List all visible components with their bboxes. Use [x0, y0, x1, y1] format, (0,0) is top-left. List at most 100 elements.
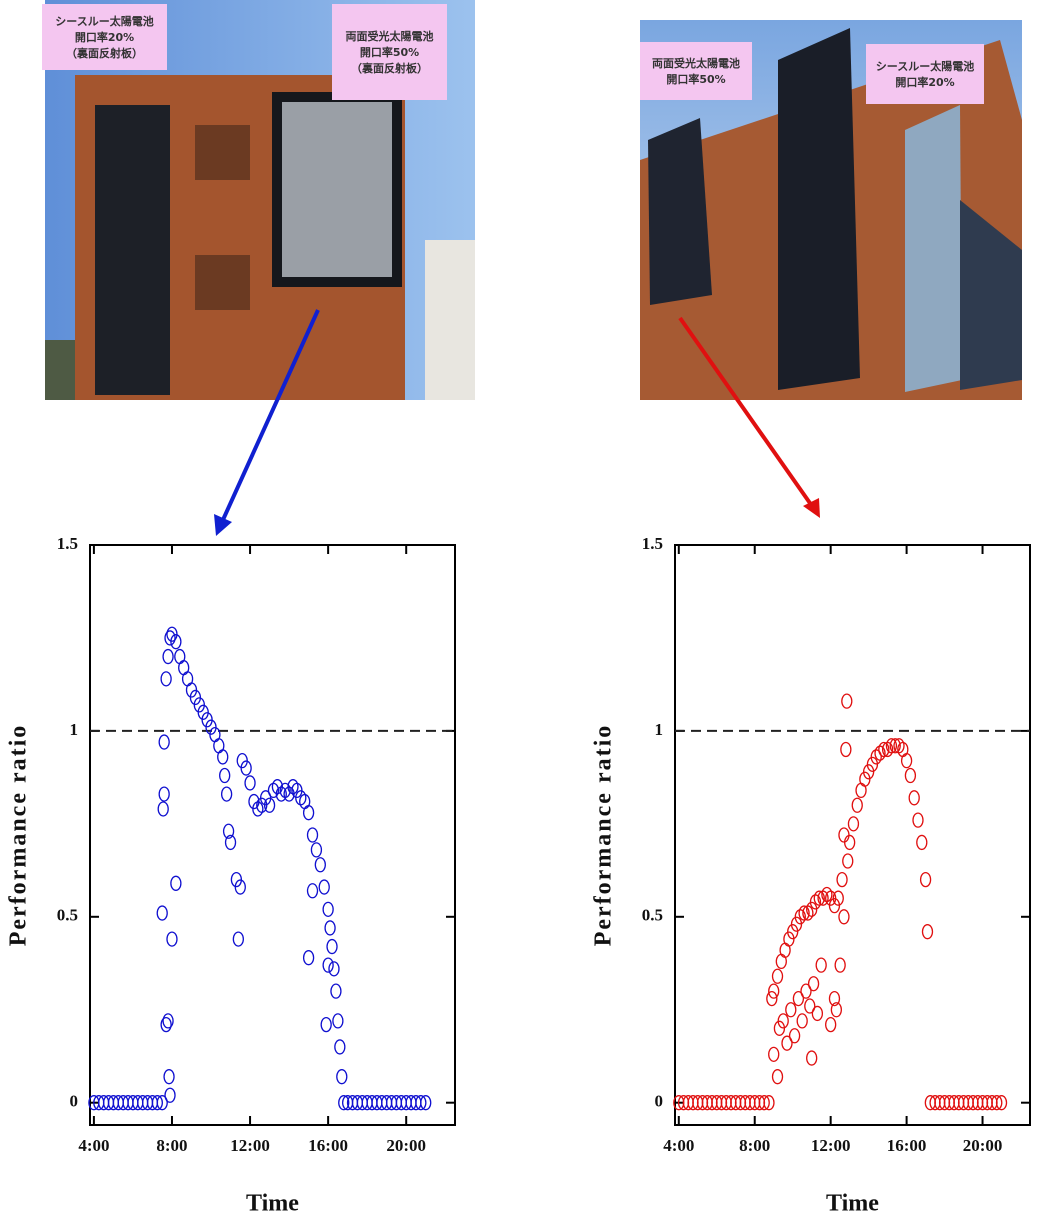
point: [785, 1002, 797, 1018]
point: [828, 990, 841, 1007]
y-tick-label: 0: [70, 1092, 79, 1111]
point: [322, 901, 334, 918]
y-axis-title: Performance ratio: [6, 724, 32, 947]
point: [318, 879, 330, 895]
point: [844, 834, 856, 851]
y-tick-label: 0.5: [642, 906, 663, 925]
point: [763, 1095, 775, 1111]
point: [306, 827, 319, 843]
point: [415, 1095, 427, 1111]
photo-label: 開口率20%: [75, 30, 134, 44]
point: [338, 1095, 350, 1111]
point: [164, 630, 176, 646]
point: [758, 1095, 770, 1111]
point: [328, 961, 340, 977]
point: [771, 968, 784, 984]
point: [912, 812, 924, 828]
photo-label: シースルー太陽電池: [876, 59, 974, 73]
point: [232, 931, 244, 947]
point: [158, 786, 170, 802]
point: [334, 1039, 346, 1055]
point: [768, 983, 780, 999]
point: [222, 823, 235, 839]
point: [796, 1013, 808, 1029]
point: [995, 1095, 1008, 1111]
point: [158, 734, 170, 750]
point: [841, 693, 853, 709]
point: [900, 752, 913, 769]
photo-label: （裏面反射板）: [351, 61, 428, 75]
point: [777, 1013, 789, 1029]
point: [840, 741, 852, 758]
point: [244, 775, 256, 791]
point: [310, 842, 323, 858]
point: [314, 857, 326, 873]
point: [916, 834, 928, 851]
photo-label: （裏面反射板）: [66, 46, 143, 60]
point: [878, 741, 890, 758]
point: [908, 790, 920, 806]
point: [166, 931, 178, 947]
point: [771, 1069, 784, 1085]
point: [991, 1095, 1003, 1111]
point: [240, 760, 252, 776]
point: [842, 853, 854, 869]
point: [178, 660, 190, 676]
x-tick-label: 8:00: [156, 1136, 187, 1155]
point: [806, 1050, 818, 1066]
point: [162, 648, 174, 665]
point: [160, 671, 172, 687]
y-tick-label: 0: [655, 1092, 664, 1111]
point: [162, 1013, 174, 1029]
label-box: [640, 42, 752, 100]
point: [302, 950, 315, 966]
point: [219, 767, 231, 784]
y-tick-label: 1.5: [642, 534, 663, 553]
arrowhead: [214, 514, 232, 536]
point: [838, 909, 850, 925]
point: [800, 983, 812, 999]
point: [781, 1035, 793, 1051]
point: [160, 1016, 172, 1033]
point: [263, 797, 276, 813]
x-axis-title: Time: [826, 1191, 879, 1217]
arrow: [678, 316, 814, 508]
photo-label: 開口率50%: [666, 72, 725, 86]
point: [174, 648, 186, 665]
point: [332, 1013, 344, 1029]
point: [775, 953, 787, 970]
y-tick-label: 1: [70, 720, 79, 739]
x-tick-label: 4:00: [663, 1136, 694, 1155]
x-tick-label: 8:00: [739, 1136, 770, 1155]
point: [813, 890, 825, 906]
arrowhead: [803, 498, 820, 518]
point: [825, 1016, 837, 1033]
y-axis-title: Performance ratio: [591, 724, 617, 947]
point: [792, 990, 805, 1007]
point: [766, 990, 778, 1007]
point: [847, 816, 860, 832]
point: [157, 801, 169, 817]
point: [217, 749, 229, 765]
point: [921, 924, 934, 940]
point: [768, 1046, 780, 1063]
photo-label: 両面受光太陽電池: [652, 56, 740, 70]
point: [170, 634, 182, 650]
x-tick-label: 20:00: [963, 1136, 1003, 1155]
point: [836, 871, 848, 888]
point: [834, 957, 846, 973]
point: [885, 738, 898, 754]
point: [170, 875, 182, 891]
point: [302, 805, 315, 821]
point: [851, 797, 863, 813]
point: [855, 782, 867, 799]
x-tick-label: 12:00: [230, 1136, 270, 1155]
x-tick-label: 12:00: [811, 1136, 851, 1155]
x-tick-label: 4:00: [78, 1136, 109, 1155]
point: [779, 942, 791, 958]
label-box: [42, 4, 167, 70]
point: [213, 738, 225, 754]
point: [220, 786, 233, 802]
x-tick-label: 16:00: [308, 1136, 348, 1155]
